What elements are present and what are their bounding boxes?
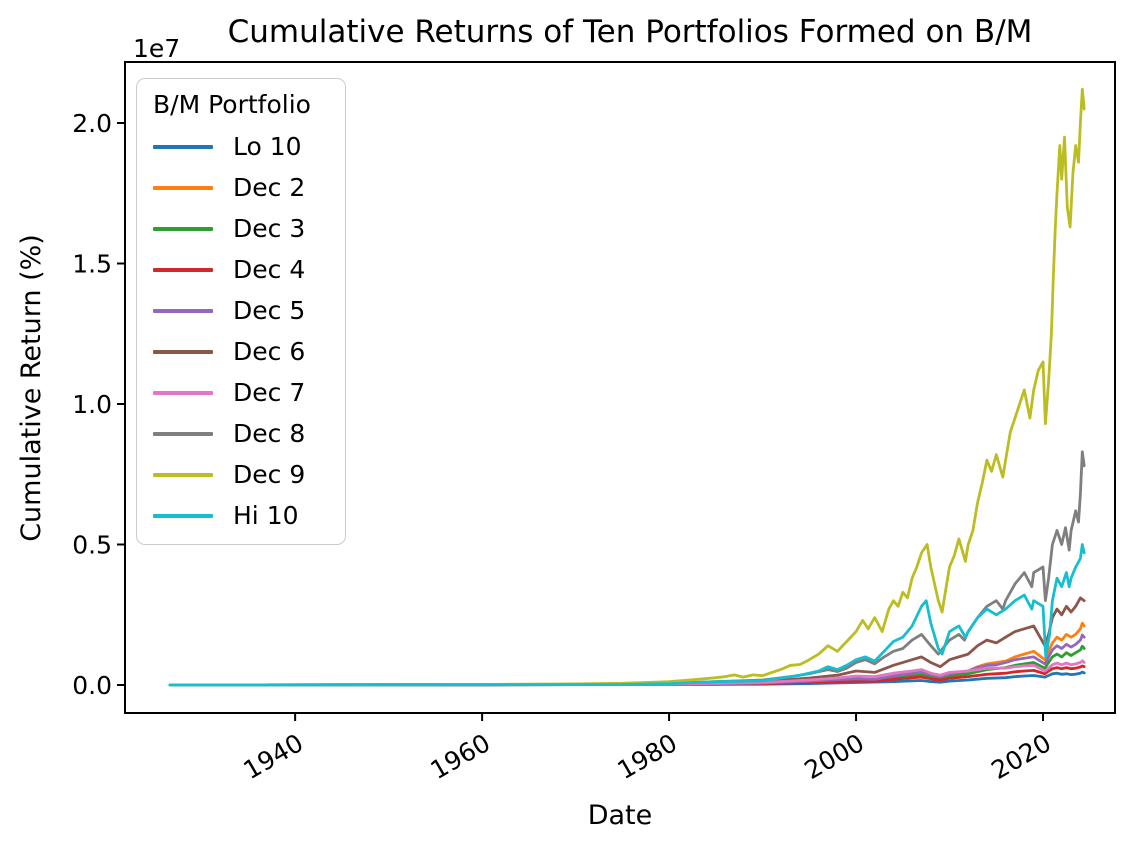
x-tick-label: 1940 [239, 728, 309, 785]
legend-entry: Dec 2 [153, 167, 331, 208]
legend-entry: Dec 9 [153, 454, 331, 495]
y-tick-label: 2.0 [72, 109, 112, 138]
legend-label: Dec 9 [233, 460, 306, 489]
y-tick-label: 0.0 [72, 671, 112, 700]
legend-entry: Dec 6 [153, 331, 331, 372]
legend-entry: Dec 4 [153, 249, 331, 290]
y-tick-label: 0.5 [72, 531, 112, 560]
legend-label: Lo 10 [233, 132, 302, 161]
y-tick-label: 1.0 [72, 390, 112, 419]
series-line-hi-10 [168, 543, 1086, 687]
legend-label: Dec 6 [233, 337, 306, 366]
legend-entry: Dec 8 [153, 413, 331, 454]
legend-label: Dec 5 [233, 296, 306, 325]
y-tick-label: 1.5 [72, 250, 112, 279]
legend-label: Dec 8 [233, 419, 306, 448]
legend-swatch [153, 472, 213, 477]
legend-entry: Lo 10 [153, 126, 331, 167]
legend-swatch [153, 144, 213, 149]
chart-title: Cumulative Returns of Ten Portfolios For… [228, 14, 1033, 50]
y-axis-label: Cumulative Return (%) [16, 234, 47, 542]
x-tick-label: 2020 [986, 728, 1056, 785]
series-line-dec-6 [168, 596, 1086, 687]
x-tick-label: 1960 [426, 728, 496, 785]
series-line-dec-9 [168, 87, 1086, 687]
y-axis-offset-label: 1e7 [133, 34, 180, 63]
legend-label: Hi 10 [233, 501, 299, 530]
legend-swatch [153, 308, 213, 313]
legend: B/M Portfolio Lo 10 Dec 2 Dec 3 Dec 4 Dec 5 D… [136, 78, 346, 545]
x-tick-label: 1980 [612, 728, 682, 785]
legend-label: Dec 7 [233, 378, 306, 407]
legend-entry: Dec 5 [153, 290, 331, 331]
legend-swatch [153, 390, 213, 395]
legend-label: Dec 3 [233, 214, 306, 243]
series-line-dec-5 [168, 633, 1086, 687]
axes-frame [124, 61, 1116, 714]
legend-swatch [153, 513, 213, 518]
legend-label: Dec 2 [233, 173, 306, 202]
legend-swatch [153, 185, 213, 190]
series-line-dec-7 [168, 659, 1086, 687]
series-line-dec-8 [168, 450, 1086, 687]
legend-swatch [153, 226, 213, 231]
x-tick-label: 2000 [799, 728, 869, 785]
x-axis-label: Date [588, 800, 653, 831]
legend-swatch [153, 267, 213, 272]
legend-title: B/M Portfolio [153, 90, 311, 119]
plot-lines [168, 87, 1086, 687]
legend-label: Dec 4 [233, 255, 306, 284]
legend-swatch [153, 431, 213, 436]
legend-entry: Dec 7 [153, 372, 331, 413]
legend-entry: Hi 10 [153, 495, 331, 536]
legend-swatch [153, 349, 213, 354]
legend-entry: Dec 3 [153, 208, 331, 249]
